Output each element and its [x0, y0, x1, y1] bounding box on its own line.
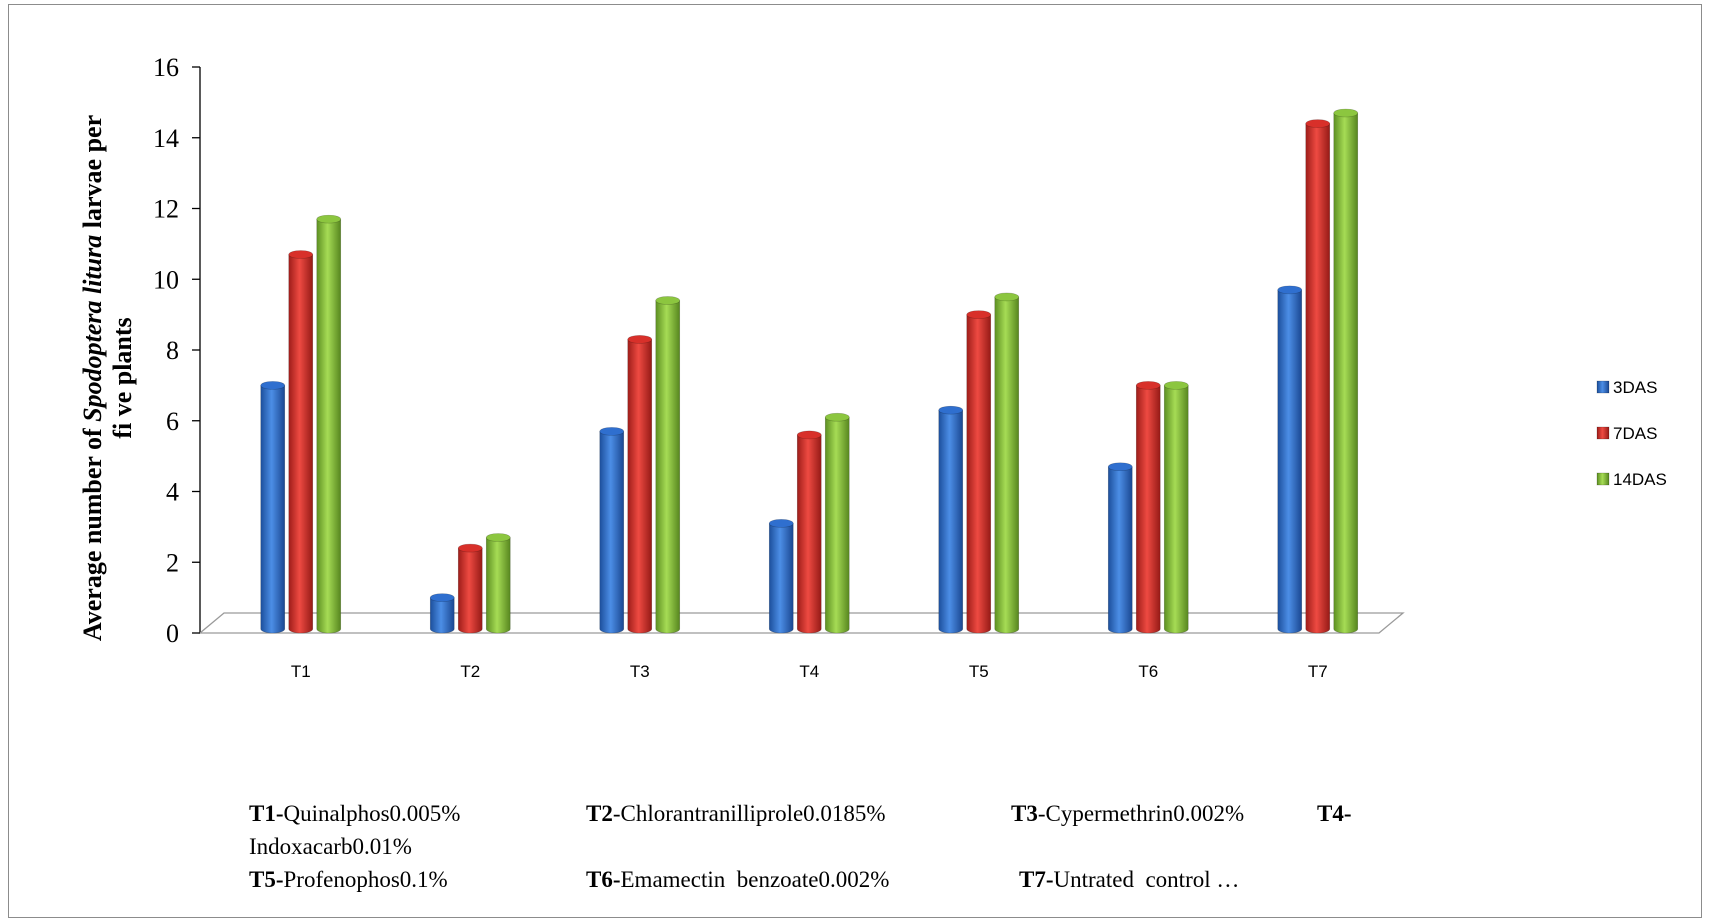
footnote-t6: T6-Emamectin benzoate0.002%: [586, 867, 890, 892]
bar-7DAS-T5: [966, 310, 992, 634]
bar-7DAS-T1: [288, 250, 314, 634]
footnote-row-2: Indoxacarb0.01%: [249, 830, 1509, 863]
y-tick-label: 8: [166, 336, 179, 365]
x-tick-label: T4: [799, 662, 819, 681]
x-tick-label: T5: [969, 662, 989, 681]
chart-frame: 0 2 4 6 8 10 12 14 16 T1 T2 T3 T4 T5 T6 T7 Average num…: [8, 4, 1702, 918]
bar-3DAS-T2: [429, 593, 455, 634]
x-tick-label: T3: [630, 662, 650, 681]
bar-14DAS-T3: [655, 296, 681, 634]
bar-14DAS-T6: [1163, 381, 1189, 634]
y-tick-label: 12: [153, 195, 179, 224]
bar-7DAS-T7: [1305, 119, 1331, 634]
y-tick-label: 10: [153, 265, 179, 294]
y-tick-label: 0: [166, 619, 179, 648]
y-tick-label: 4: [166, 478, 179, 507]
bar-14DAS-T7: [1333, 108, 1359, 634]
bar-3DAS-T7: [1277, 285, 1303, 634]
legend-label-7DAS: 7DAS: [1613, 424, 1657, 443]
bars: [260, 108, 1359, 634]
legend-swatch-3DAS: [1596, 380, 1610, 394]
bar-7DAS-T6: [1135, 381, 1161, 634]
bar-3DAS-T4: [768, 519, 794, 634]
legend-swatch-7DAS: [1596, 426, 1610, 440]
y-tick-label: 6: [166, 407, 179, 436]
x-tick-label: T2: [460, 662, 480, 681]
bar-14DAS-T1: [316, 214, 342, 634]
bar-chart: 0 2 4 6 8 10 12 14 16 T1 T2 T3 T4 T5 T6 T7 Average num…: [78, 53, 1667, 681]
bar-3DAS-T6: [1107, 462, 1133, 634]
footnote-t2: T2-Chlorantranilliprole0.0185%: [586, 801, 886, 826]
bar-7DAS-T2: [457, 543, 483, 634]
bar-7DAS-T4: [796, 430, 822, 634]
legend-label-3DAS: 3DAS: [1613, 378, 1657, 397]
bar-14DAS-T5: [994, 292, 1020, 634]
legend-label-14DAS: 14DAS: [1613, 470, 1667, 489]
bar-7DAS-T3: [627, 335, 653, 634]
x-tick-label: T7: [1308, 662, 1328, 681]
footnote-row-1: T1-Quinalphos0.005% T2-Chlorantranillipr…: [249, 797, 1509, 830]
footnote-t7: T7-Untrated control …: [1019, 867, 1240, 892]
footnote-t5: T5-Profenophos0.1%: [249, 867, 448, 892]
bar-3DAS-T3: [599, 427, 625, 634]
y-axis-title-line1: Average number of Spodoptera litura larv…: [78, 115, 107, 641]
legend: 3DAS 7DAS 14DAS: [1596, 378, 1667, 489]
y-tick-label: 14: [153, 124, 179, 153]
bar-14DAS-T4: [824, 412, 850, 634]
footnote-row-3: T5-Profenophos0.1% T6-Emamectin benzoate…: [249, 863, 1509, 896]
y-axis-title-line2: fi ve plants: [108, 317, 137, 438]
bar-3DAS-T1: [260, 381, 286, 634]
treatment-footnote: T1-Quinalphos0.005% T2-Chlorantranillipr…: [249, 797, 1509, 896]
legend-swatch-14DAS: [1596, 472, 1610, 486]
x-tick-label: T1: [291, 662, 311, 681]
footnote-t4-name: Indoxacarb0.01%: [249, 834, 412, 859]
footnote-t4: T4-: [1317, 801, 1352, 826]
y-ticks: 0 2 4 6 8 10 12 14 16: [153, 53, 200, 648]
x-tick-label: T6: [1138, 662, 1158, 681]
y-tick-label: 2: [166, 548, 179, 577]
footnote-t3: T3-Cypermethrin0.002%: [1011, 801, 1245, 826]
footnote-t1: T1-Quinalphos0.005%: [249, 801, 461, 826]
y-tick-label: 16: [153, 53, 179, 82]
x-ticks: T1 T2 T3 T4 T5 T6 T7: [291, 662, 1328, 681]
bar-3DAS-T5: [938, 405, 964, 634]
bar-14DAS-T2: [485, 533, 511, 634]
